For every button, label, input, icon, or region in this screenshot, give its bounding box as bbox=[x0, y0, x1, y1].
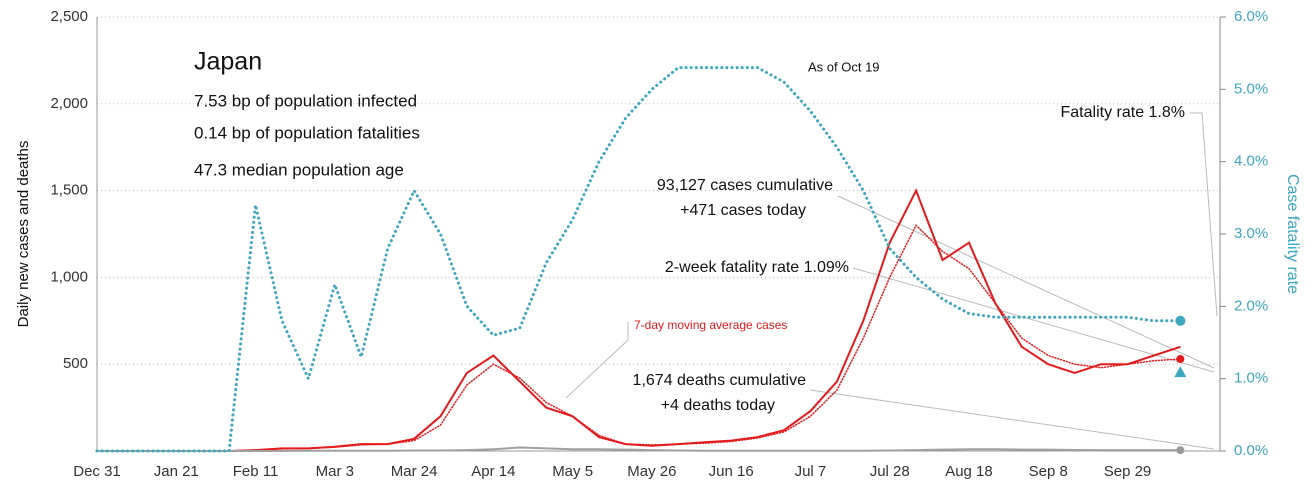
y2-tick-label: 5.0% bbox=[1234, 80, 1268, 97]
annotation: 2-week fatality rate 1.09% bbox=[665, 259, 849, 276]
x-tick-label: Aug 18 bbox=[945, 463, 993, 480]
annotation: 47.3 median population age bbox=[194, 160, 404, 179]
y-tick-label: 1,500 bbox=[50, 182, 88, 199]
series-line bbox=[97, 446, 1181, 452]
x-tick-label: May 26 bbox=[627, 463, 676, 480]
y2-tick-label: 1.0% bbox=[1234, 370, 1268, 387]
x-tick-label: Jul 7 bbox=[795, 463, 827, 480]
x-tick-label: Jul 28 bbox=[870, 463, 910, 480]
leader-line bbox=[1190, 112, 1218, 317]
x-tick-label: Sep 8 bbox=[1029, 463, 1068, 480]
y-tick-label: 2,500 bbox=[50, 8, 88, 25]
annotation: 93,127 cases cumulative bbox=[657, 177, 833, 194]
chart-title: Japan bbox=[194, 48, 262, 76]
y-tick-label: 500 bbox=[63, 355, 88, 372]
leader-line bbox=[809, 389, 1215, 450]
end-marker bbox=[1176, 446, 1185, 455]
annotation: Fatality rate 1.8% bbox=[1061, 104, 1186, 121]
x-tick-label: Jan 21 bbox=[154, 463, 199, 480]
y2-axis-label: Case fatality rate bbox=[1284, 174, 1301, 294]
y2-tick-label: 2.0% bbox=[1234, 297, 1268, 314]
y-tick-label: 2,000 bbox=[50, 95, 88, 112]
x-tick-label: Apr 14 bbox=[471, 463, 515, 480]
x-tick-label: May 5 bbox=[552, 463, 593, 480]
annotation: 0.14 bp of population fatalities bbox=[194, 123, 420, 142]
annotation: 7-day moving average cases bbox=[634, 318, 787, 332]
leader-line bbox=[852, 267, 1215, 373]
y-tick-label: 1,000 bbox=[50, 268, 88, 285]
series-line bbox=[95, 66, 1182, 453]
y2-tick-label: 4.0% bbox=[1234, 153, 1268, 170]
x-tick-label: Mar 24 bbox=[391, 463, 438, 480]
y-axis-label: Daily new cases and deaths bbox=[15, 141, 32, 328]
end-marker bbox=[1175, 315, 1186, 326]
y2-tick-label: 6.0% bbox=[1234, 8, 1268, 25]
y2-tick-label: 3.0% bbox=[1234, 225, 1268, 242]
two-week-rate-marker bbox=[1174, 366, 1187, 378]
series-line bbox=[96, 224, 1182, 452]
y2-tick-label: 0.0% bbox=[1234, 442, 1268, 459]
plot bbox=[95, 66, 1187, 455]
x-tick-label: Sep 29 bbox=[1104, 463, 1152, 480]
x-tick-label: Dec 31 bbox=[73, 463, 121, 480]
leader-line bbox=[565, 322, 629, 399]
leader-line bbox=[837, 195, 1215, 369]
x-tick-label: Feb 11 bbox=[233, 463, 279, 480]
end-marker bbox=[1176, 354, 1185, 363]
annotation: 1,674 deaths cumulative bbox=[633, 372, 807, 389]
x-tick-label: Jun 16 bbox=[709, 463, 754, 480]
annotation: +471 cases today bbox=[680, 202, 806, 219]
annotation: As of Oct 19 bbox=[808, 59, 880, 74]
annotation: +4 deaths today bbox=[661, 397, 775, 414]
annotation: 7.53 bp of population infected bbox=[194, 91, 417, 110]
x-tick-label: Mar 3 bbox=[316, 463, 354, 480]
